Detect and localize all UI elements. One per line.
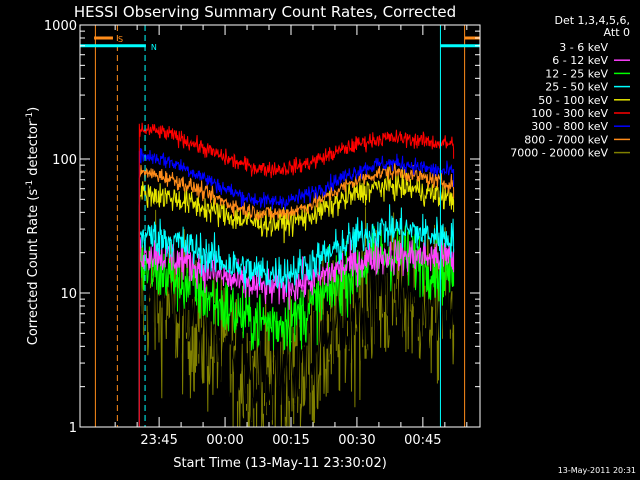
x-tick-label: 00:00	[206, 433, 243, 448]
y-tick-label: 1	[69, 421, 77, 436]
legend-entry-300-800-kev: 300 - 800 keV	[531, 120, 608, 133]
legend-entry-3-6-kev: 3 - 6 keV	[559, 41, 608, 54]
series-line-25-50-kev	[138, 204, 455, 427]
series-line-300-800-kev	[138, 148, 455, 427]
marker-layer: SN	[80, 25, 480, 427]
x-axis-label: Start Time (13-May-11 23:30:02)	[173, 456, 387, 471]
chart-title: HESSI Observing Summary Count Rates, Cor…	[74, 3, 456, 21]
x-tick-label: 00:45	[404, 433, 441, 448]
series-layer	[138, 122, 455, 428]
y-axis-label-exp-1: -1	[25, 180, 35, 189]
footer-timestamp: 13-May-2011 20:31	[558, 466, 636, 475]
series-line-100-300-kev	[138, 122, 455, 427]
y-tick-label: 10	[60, 287, 77, 302]
x-tick-label: 00:30	[338, 433, 375, 448]
legend-header-line-1: Det 1,3,4,5,6,	[554, 14, 630, 27]
plot-frame	[79, 24, 481, 428]
interval-label: N	[151, 43, 157, 52]
legend-entry-12-25-kev: 12 - 25 keV	[545, 67, 608, 80]
series-line-50-100-kev	[138, 166, 455, 427]
y-axis-label-main: Corrected Count Rate (s	[26, 189, 41, 346]
y-axis-label: Corrected Count Rate (s-1 detector-1)	[25, 107, 41, 345]
y-tick-label: 100	[52, 153, 77, 168]
interval-label: S	[118, 35, 123, 44]
legend-header-line-2: Att 0	[604, 26, 630, 39]
series-line-800-7000-kev	[138, 162, 455, 427]
y-axis-label-mid: detector	[26, 120, 41, 180]
legend-entry-25-50-kev: 25 - 50 keV	[545, 81, 608, 94]
y-tick-label: 1000	[44, 19, 77, 34]
y-axis-label-exp-2: -1	[25, 112, 35, 121]
x-tick-label: 00:15	[272, 433, 309, 448]
y-axis-label-end: )	[26, 107, 41, 112]
legend-entry-50-100-kev: 50 - 100 keV	[538, 94, 608, 107]
y-axis: 1 10 100 1000	[44, 19, 480, 436]
x-tick-label: 23:45	[140, 433, 177, 448]
x-axis: 23:45 00:00 00:15 00:30 00:45	[114, 25, 468, 448]
legend-entry-6-12-kev: 6 - 12 keV	[552, 54, 608, 67]
legend-entry-100-300-kev: 100 - 300 keV	[531, 107, 608, 120]
legend-entry-800-7000-kev: 800 - 7000 keV	[524, 133, 608, 146]
legend-entry-7000-20000-kev: 7000 - 20000 keV	[510, 147, 608, 160]
